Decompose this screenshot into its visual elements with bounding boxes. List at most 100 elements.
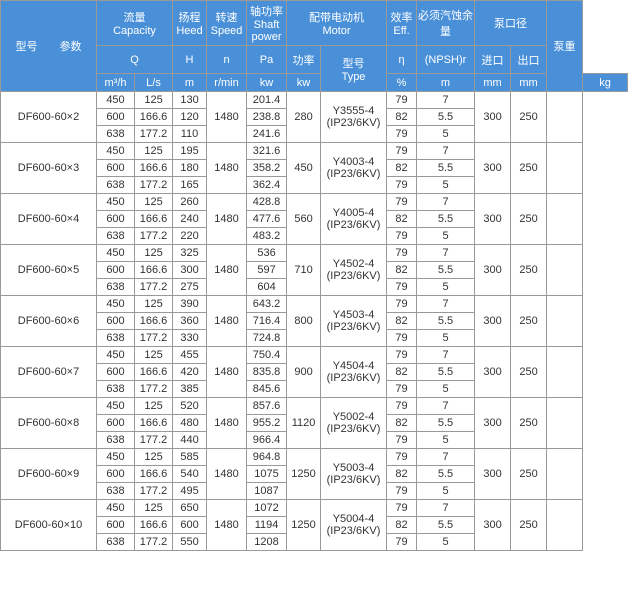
- cell-motor-type: Y5003-4(IP23/6KV): [321, 449, 387, 500]
- hdr-inlet: 进口: [475, 46, 511, 74]
- cell-q-ls: 166.6: [135, 364, 173, 381]
- cell-model: DF600-60×3: [1, 143, 97, 194]
- cell-inlet: 300: [475, 449, 511, 500]
- cell-eff: 79: [387, 296, 417, 313]
- hdr-shaft: 轴功率Shaft power: [247, 1, 287, 46]
- cell-q-ls: 125: [135, 92, 173, 109]
- cell-q-ls: 166.6: [135, 109, 173, 126]
- cell-shaft-power: 1072: [247, 500, 287, 517]
- u-ls: L/s: [135, 74, 173, 92]
- u-pct: %: [387, 74, 417, 92]
- cell-eff: 82: [387, 160, 417, 177]
- cell-q-ls: 166.6: [135, 160, 173, 177]
- cell-head: 325: [173, 245, 207, 262]
- cell-speed: 1480: [207, 398, 247, 449]
- cell-shaft-power: 358.2: [247, 160, 287, 177]
- cell-inlet: 300: [475, 194, 511, 245]
- cell-eff: 79: [387, 483, 417, 500]
- cell-head: 220: [173, 228, 207, 245]
- cell-npsh: 7: [417, 245, 475, 262]
- cell-shaft-power: 241.6: [247, 126, 287, 143]
- cell-weight: [547, 449, 583, 500]
- u-mm2: mm: [511, 74, 547, 92]
- table-row: DF600-60×24501251301480201.4280Y3555-4(I…: [1, 92, 628, 109]
- cell-npsh: 5: [417, 483, 475, 500]
- cell-npsh: 7: [417, 296, 475, 313]
- cell-npsh: 7: [417, 347, 475, 364]
- cell-head: 165: [173, 177, 207, 194]
- cell-shaft-power: 362.4: [247, 177, 287, 194]
- cell-shaft-power: 201.4: [247, 92, 287, 109]
- cell-eff: 82: [387, 517, 417, 534]
- cell-q-ls: 125: [135, 245, 173, 262]
- cell-shaft-power: 964.8: [247, 449, 287, 466]
- cell-q-ls: 177.2: [135, 177, 173, 194]
- hdr-Q: Q: [97, 46, 173, 74]
- cell-q-m3h: 450: [97, 296, 135, 313]
- cell-npsh: 5.5: [417, 109, 475, 126]
- table-row: DF600-60×54501253251480536710Y4502-4(IP2…: [1, 245, 628, 262]
- u-m3h: m³/h: [97, 74, 135, 92]
- table-row: DF600-60×44501252601480428.8560Y4005-4(I…: [1, 194, 628, 211]
- cell-npsh: 5.5: [417, 364, 475, 381]
- cell-eff: 82: [387, 415, 417, 432]
- cell-model: DF600-60×9: [1, 449, 97, 500]
- cell-motor-type: Y4005-4(IP23/6KV): [321, 194, 387, 245]
- cell-inlet: 300: [475, 245, 511, 296]
- cell-q-m3h: 600: [97, 262, 135, 279]
- cell-weight: [547, 245, 583, 296]
- cell-q-ls: 125: [135, 143, 173, 160]
- cell-eff: 82: [387, 466, 417, 483]
- cell-eff: 79: [387, 449, 417, 466]
- cell-q-m3h: 450: [97, 245, 135, 262]
- cell-q-m3h: 450: [97, 347, 135, 364]
- cell-eff: 79: [387, 92, 417, 109]
- table-row: DF600-60×94501255851480964.81250Y5003-4(…: [1, 449, 628, 466]
- u-kw2: kw: [287, 74, 321, 92]
- cell-head: 455: [173, 347, 207, 364]
- cell-head: 275: [173, 279, 207, 296]
- cell-motor-kw: 560: [287, 194, 321, 245]
- cell-speed: 1480: [207, 92, 247, 143]
- cell-eff: 79: [387, 398, 417, 415]
- hdr-npshr: (NPSH)r: [417, 46, 475, 74]
- cell-q-ls: 125: [135, 398, 173, 415]
- cell-npsh: 5: [417, 228, 475, 245]
- cell-q-ls: 125: [135, 194, 173, 211]
- cell-q-m3h: 450: [97, 398, 135, 415]
- hdr-Pa: Pa: [247, 46, 287, 74]
- u-m: m: [173, 74, 207, 92]
- cell-motor-type: Y4502-4(IP23/6KV): [321, 245, 387, 296]
- cell-outlet: 250: [511, 449, 547, 500]
- cell-npsh: 5.5: [417, 415, 475, 432]
- cell-weight: [547, 398, 583, 449]
- cell-weight: [547, 347, 583, 398]
- cell-q-ls: 166.6: [135, 262, 173, 279]
- cell-model: DF600-60×5: [1, 245, 97, 296]
- cell-model: DF600-60×10: [1, 500, 97, 551]
- cell-npsh: 7: [417, 398, 475, 415]
- cell-eff: 79: [387, 279, 417, 296]
- cell-speed: 1480: [207, 245, 247, 296]
- cell-npsh: 7: [417, 449, 475, 466]
- cell-shaft-power: 750.4: [247, 347, 287, 364]
- table-row: DF600-60×84501255201480857.61120Y5002-4(…: [1, 398, 628, 415]
- cell-outlet: 250: [511, 143, 547, 194]
- cell-shaft-power: 238.8: [247, 109, 287, 126]
- cell-outlet: 250: [511, 347, 547, 398]
- cell-shaft-power: 477.6: [247, 211, 287, 228]
- cell-motor-kw: 1250: [287, 500, 321, 551]
- hdr-port: 泵口径: [475, 1, 547, 46]
- cell-shaft-power: 536: [247, 245, 287, 262]
- cell-q-m3h: 638: [97, 432, 135, 449]
- hdr-power: 功率: [287, 46, 321, 74]
- cell-shaft-power: 955.2: [247, 415, 287, 432]
- cell-npsh: 5: [417, 279, 475, 296]
- cell-q-ls: 177.2: [135, 483, 173, 500]
- table-body: DF600-60×24501251301480201.4280Y3555-4(I…: [1, 92, 628, 551]
- cell-shaft-power: 845.6: [247, 381, 287, 398]
- cell-shaft-power: 1075: [247, 466, 287, 483]
- cell-motor-type: Y5004-4(IP23/6KV): [321, 500, 387, 551]
- hdr-capacity: 流量Capacity: [97, 1, 173, 46]
- cell-model: DF600-60×7: [1, 347, 97, 398]
